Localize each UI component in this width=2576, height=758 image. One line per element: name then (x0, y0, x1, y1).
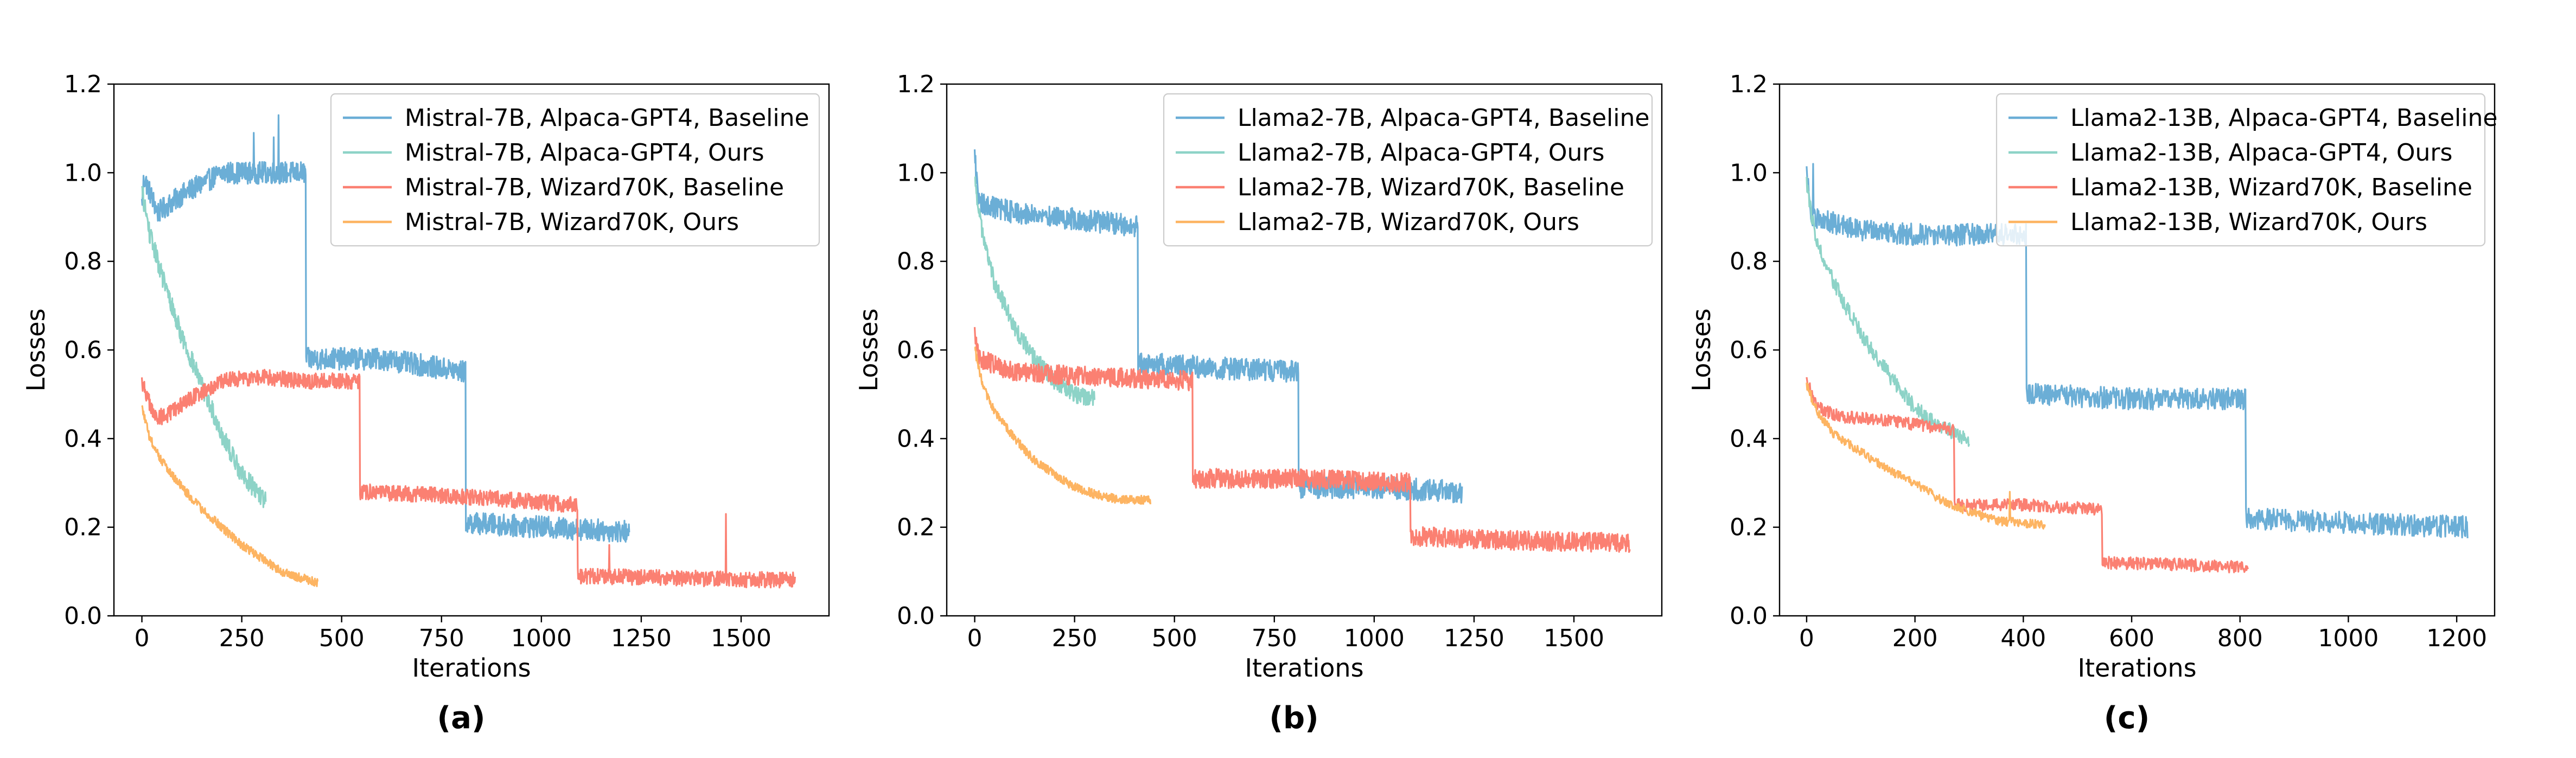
x-tick-label: 0 (1799, 625, 1814, 652)
legend: Llama2-7B, Alpaca-GPT4, Baseline Llama2-7… (1163, 93, 1653, 247)
y-tick-label: 1.2 (64, 71, 102, 98)
y-tick-label: 0.8 (1730, 248, 1768, 276)
panel-b: 0 250 500 750 1000 1250 1500 0.0 0.2 0.4 0.6 0.8 1.0… (854, 71, 1663, 736)
y-tick-label: 0.2 (64, 514, 102, 542)
series-line-3 (1806, 377, 2249, 574)
y-tick-label: 1.2 (897, 71, 935, 98)
legend-entry: Llama2-13B, Alpaca-GPT4, Baseline (2070, 104, 2497, 132)
series-line-3 (973, 327, 1631, 553)
legend-entry: Llama2-7B, Wizard70K, Baseline (1238, 174, 1624, 201)
legend-entry: Llama2-7B, Alpaca-GPT4, Baseline (1238, 104, 1649, 132)
series-line-4 (1806, 383, 2046, 530)
plot-area (973, 149, 1631, 553)
y-tick-label: 0.4 (1730, 425, 1768, 453)
y-tick-label: 0.0 (1730, 602, 1768, 630)
plot-area (141, 114, 796, 589)
legend-entry: Llama2-13B, Alpaca-GPT4, Ours (2070, 139, 2452, 167)
x-axis-label: Iterations (2077, 653, 2196, 683)
y-axis-label: Losses (1687, 308, 1716, 391)
y-tick-label: 1.0 (64, 159, 102, 187)
series-line-1 (973, 149, 1463, 504)
legend-box (1995, 93, 2486, 247)
x-tick-label: 500 (319, 625, 365, 652)
x-tick-label: 1000 (1344, 625, 1405, 652)
y-tick-label: 1.0 (1730, 159, 1768, 187)
x-tick-label: 1000 (2318, 625, 2379, 652)
x-tick-label: 250 (1052, 625, 1098, 652)
panel-a: 0 250 500 750 1000 1250 1500 0.0 0.2 0.4 0.6 0.8 1.0… (21, 71, 830, 736)
plot-area (1806, 163, 2469, 574)
legend-entry: Mistral-7B, Alpaca-GPT4, Ours (405, 139, 764, 167)
series-line-3 (141, 368, 796, 589)
x-tick-label: 0 (135, 625, 150, 652)
x-tick-label: 500 (1152, 625, 1197, 652)
y-tick-label: 1.0 (897, 159, 935, 187)
legend-entry: Llama2-7B, Alpaca-GPT4, Ours (1238, 139, 1604, 167)
x-tick-label: 1500 (711, 625, 771, 652)
legend-entry: Mistral-7B, Wizard70K, Ours (405, 208, 739, 236)
legend-entry: Llama2-7B, Wizard70K, Ours (1238, 208, 1579, 236)
legend-box (1163, 93, 1653, 247)
panel-c: 0 200 400 600 800 1000 1200 0.0 0.2 0.4 0.6 0.8 1.0 1… (1687, 71, 2497, 736)
series-line-2 (974, 176, 1095, 406)
y-tick-label: 0.8 (64, 248, 102, 276)
x-tick-label: 800 (2217, 625, 2263, 652)
y-tick-label: 0.4 (897, 425, 935, 453)
panel-label: (b) (1269, 700, 1318, 736)
y-tick-label: 0.6 (64, 336, 102, 364)
panel-label: (c) (2104, 700, 2150, 736)
legend-box (330, 93, 820, 247)
y-tick-label: 0.4 (64, 425, 102, 453)
series-line-2 (141, 186, 267, 508)
y-tick-label: 0.2 (897, 514, 935, 542)
series-line-1 (141, 114, 630, 543)
x-tick-label: 1250 (611, 625, 672, 652)
x-axis-label: Iterations (412, 653, 531, 683)
y-axis-label: Losses (854, 308, 883, 391)
series-line-4 (974, 346, 1152, 505)
panel-label: (a) (437, 700, 486, 736)
y-tick-label: 0.6 (1730, 336, 1768, 364)
legend-entry: Llama2-13B, Wizard70K, Baseline (2070, 174, 2472, 201)
y-tick-label: 0.6 (897, 336, 935, 364)
y-axis-label: Losses (21, 308, 50, 391)
series-line-4 (141, 405, 319, 588)
y-tick-label: 1.2 (1730, 71, 1768, 98)
x-tick-label: 750 (419, 625, 464, 652)
y-tick-label: 0.0 (64, 602, 102, 630)
legend: Mistral-7B, Alpaca-GPT4, Baseline Mistral… (330, 93, 820, 247)
x-tick-label: 1500 (1544, 625, 1604, 652)
x-tick-label: 200 (1892, 625, 1938, 652)
y-tick-label: 0.0 (897, 602, 935, 630)
legend: Llama2-13B, Alpaca-GPT4, Baseline Llama2-… (1995, 93, 2497, 247)
x-tick-label: 1200 (2426, 625, 2487, 652)
x-tick-label: 400 (2000, 625, 2046, 652)
x-tick-label: 600 (2109, 625, 2154, 652)
series-line-1 (1806, 163, 2469, 539)
x-tick-label: 0 (967, 625, 983, 652)
legend-entry: Mistral-7B, Alpaca-GPT4, Baseline (405, 104, 809, 132)
x-tick-label: 750 (1252, 625, 1297, 652)
legend-entry: Mistral-7B, Wizard70K, Baseline (405, 174, 784, 201)
x-tick-label: 1000 (511, 625, 572, 652)
y-tick-label: 0.2 (1730, 514, 1768, 542)
y-tick-label: 0.8 (897, 248, 935, 276)
x-axis-label: Iterations (1245, 653, 1363, 683)
x-tick-label: 250 (219, 625, 265, 652)
legend-entry: Llama2-13B, Wizard70K, Ours (2070, 208, 2427, 236)
x-tick-label: 1250 (1444, 625, 1504, 652)
